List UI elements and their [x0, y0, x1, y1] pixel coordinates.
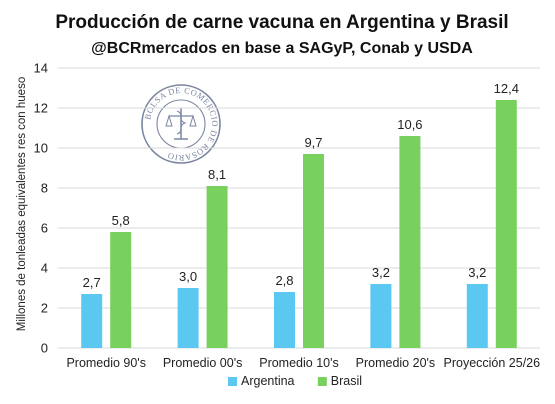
gridlines — [58, 67, 540, 349]
legend-label-brasil: Brasil — [331, 374, 362, 388]
bar-brasil-4 — [495, 100, 517, 348]
data-labels: 2,7 5,8 3,0 8,1 2,8 9,7 3,2 10,6 3,2 12,4 — [83, 81, 519, 290]
data-label-brasil-1: 8,1 — [208, 167, 226, 182]
y-tick-label: 6 — [41, 221, 48, 236]
data-label-argentina-1: 3,0 — [179, 269, 197, 284]
legend-swatch-brasil — [317, 377, 327, 386]
data-label-brasil-2: 9,7 — [304, 135, 322, 150]
data-label-argentina-0: 2,7 — [83, 275, 101, 290]
bar-argentina-2 — [274, 292, 295, 348]
bar-argentina-1 — [177, 288, 199, 348]
bar-argentina-0 — [81, 294, 103, 348]
y-tick-label: 14 — [34, 61, 48, 76]
bar-argentina-3 — [370, 284, 392, 348]
y-tick-label: 8 — [41, 181, 48, 196]
y-tick-label: 2 — [41, 301, 48, 316]
chart-subtitle: @BCRmercados en base a SAGyP, Conab y US… — [91, 40, 473, 57]
legend-label-argentina: Argentina — [241, 374, 295, 388]
x-tick-label: Promedio 10's — [259, 356, 339, 370]
watermark-seal: BOLSA DE COMERCIO DE ROSARIO — [141, 84, 221, 164]
y-tick-label: 10 — [34, 141, 48, 156]
chart-title: Producción de carne vacuna en Argentina … — [55, 12, 508, 33]
bar-brasil-0 — [110, 232, 132, 348]
data-label-brasil-0: 5,8 — [112, 213, 130, 228]
data-label-argentina-2: 2,8 — [275, 273, 293, 288]
x-tick-label: Promedio 90's — [66, 356, 146, 370]
y-tick-label: 4 — [41, 261, 48, 276]
legend-swatch-argentina — [228, 377, 237, 386]
data-label-brasil-3: 10,6 — [397, 117, 422, 132]
data-label-brasil-4: 12,4 — [494, 81, 519, 96]
x-tick-label: Promedio 00's — [163, 356, 243, 370]
bar-brasil-2 — [303, 154, 324, 348]
x-tick-label: Promedio 20's — [356, 356, 436, 370]
y-tick-label: 0 — [41, 341, 48, 356]
legend: Argentina Brasil — [228, 374, 362, 388]
data-label-argentina-3: 3,2 — [372, 265, 390, 280]
y-tick-label: 12 — [34, 101, 48, 116]
x-tick-labels: Promedio 90's Promedio 00's Promedio 10's P… — [66, 356, 540, 370]
bar-argentina-4 — [466, 284, 488, 348]
y-tick-labels: 0 2 4 6 8 10 12 14 — [34, 61, 48, 356]
x-tick-label: Proyección 25/26 — [444, 356, 541, 370]
bar-brasil-1 — [206, 186, 228, 348]
data-label-argentina-4: 3,2 — [468, 265, 486, 280]
bar-brasil-3 — [399, 136, 421, 348]
y-axis-label: Millones de tonleadas equivalentes res c… — [16, 77, 28, 331]
bars — [81, 100, 517, 348]
